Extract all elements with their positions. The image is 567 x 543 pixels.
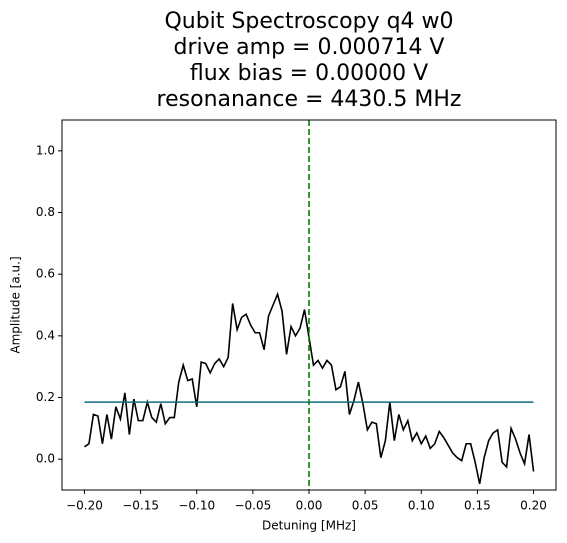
y-tick-label: 0.2	[36, 390, 55, 404]
title-line: resonanance = 4430.5 MHz	[157, 87, 462, 112]
x-tick-label: 0.15	[464, 499, 491, 513]
plot-frame	[61, 119, 557, 491]
title-line: flux bias = 0.00000 V	[190, 61, 428, 86]
x-tick-label: 0.20	[520, 499, 547, 513]
y-tick-label: 0.8	[36, 205, 55, 219]
y-tick-label: 0.4	[36, 328, 55, 342]
x-tick-label: 0.00	[296, 499, 323, 513]
x-axis-label: Detuning [MHz]	[262, 519, 356, 533]
y-tick-label: 1.0	[36, 143, 55, 157]
x-tick-label: 0.10	[408, 499, 435, 513]
title-line: drive amp = 0.000714 V	[174, 35, 445, 60]
y-axis-label: Amplitude [a.u.]	[9, 256, 23, 353]
x-tick-label: −0.05	[234, 499, 271, 513]
x-tick-label: −0.10	[178, 499, 215, 513]
x-tick-label: −0.20	[66, 499, 103, 513]
y-tick-label: 0.6	[36, 267, 55, 281]
title-line: Qubit Spectroscopy q4 w0	[164, 9, 453, 34]
x-tick-label: −0.15	[122, 499, 159, 513]
y-tick-label: 0.0	[36, 452, 55, 466]
x-tick-label: 0.05	[352, 499, 379, 513]
